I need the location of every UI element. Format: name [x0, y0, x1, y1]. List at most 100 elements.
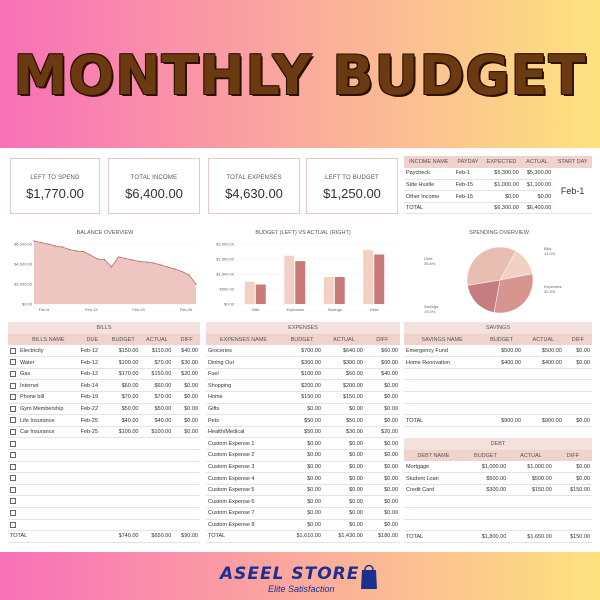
card-label: TOTAL INCOME	[130, 175, 178, 181]
checkbox[interactable]	[10, 486, 16, 493]
cell	[453, 201, 483, 215]
col-header: EXPECTED	[482, 156, 521, 168]
checkbox[interactable]	[10, 440, 16, 447]
cell: $100.00	[140, 426, 174, 439]
pie-slice-expenses	[493, 273, 534, 314]
checkbox-cell[interactable]	[8, 449, 18, 462]
checkbox[interactable]	[10, 394, 16, 401]
checkbox[interactable]	[10, 370, 16, 377]
cell	[18, 507, 79, 520]
table-row	[8, 449, 200, 462]
checkbox-cell[interactable]	[8, 356, 18, 369]
checkbox[interactable]	[10, 417, 16, 424]
checkbox[interactable]	[10, 463, 16, 470]
checkbox-cell[interactable]	[8, 379, 18, 393]
cell: $0.00	[173, 403, 200, 416]
table-row: Custom Expense 3 $0.00 $0.00 $0.00	[206, 461, 400, 474]
cell: $150.00	[553, 484, 592, 497]
checkbox[interactable]	[10, 359, 16, 366]
y-tick-label: $0.00	[224, 302, 235, 307]
table-row: Custom Expense 4 $0.00 $0.00 $0.00	[206, 472, 400, 485]
table-row	[404, 403, 592, 416]
cell	[563, 368, 592, 381]
cell: $0.00	[563, 414, 592, 427]
cell: $150.00	[508, 484, 554, 497]
cell: $0.00	[364, 449, 400, 462]
table-row: Health/Medical $50.00 $30.00 $20.00	[206, 426, 400, 439]
checkbox[interactable]	[10, 347, 16, 354]
checkbox-cell[interactable]	[8, 507, 18, 520]
cell	[563, 391, 592, 404]
checkbox-cell[interactable]	[8, 484, 18, 497]
total-row: TOTAL $1,800.00 $1,650.00 $150.00	[404, 530, 592, 543]
cell: Pets	[206, 414, 282, 427]
cell	[553, 519, 592, 532]
checkbox-cell[interactable]	[8, 391, 18, 404]
checkbox-cell[interactable]	[8, 414, 18, 427]
table-row: Groceries $700.00 $640.00 $60.00	[206, 345, 400, 358]
cell	[78, 507, 107, 520]
balance-point	[75, 250, 77, 252]
x-tick-label: Feb-20	[132, 307, 145, 312]
checkbox[interactable]	[10, 405, 16, 412]
table-row: Custom Expense 5 $0.00 $0.00 $0.00	[206, 484, 400, 497]
cell	[563, 403, 592, 416]
cell: $0.00	[281, 403, 323, 416]
checkbox-cell[interactable]	[8, 495, 18, 508]
card-value: $4,630.00	[225, 186, 283, 201]
cell: $0.00	[364, 507, 400, 520]
checkbox-cell[interactable]	[8, 368, 18, 381]
cell	[140, 472, 174, 485]
cell	[404, 368, 481, 381]
checkbox[interactable]	[10, 498, 16, 505]
table-row: Dining Out $360.00 $300.00 $60.00	[206, 356, 400, 369]
section-title: EXPENSES	[206, 322, 400, 335]
table-row: Emergency Fund $500.00 $500.00 $0.00	[404, 345, 592, 358]
cell: Credit Card	[404, 484, 463, 497]
checkbox-cell[interactable]	[8, 345, 18, 358]
checkbox[interactable]	[10, 382, 16, 389]
cell: Life Insurance	[18, 414, 79, 427]
cell	[508, 507, 554, 520]
checkbox-cell[interactable]	[8, 519, 18, 532]
table-row: Phone bill Feb-19 $70.00 $70.00 $0.00	[8, 391, 200, 404]
total-row: TOTAL $900.00 $900.00 $0.00	[404, 414, 592, 427]
cell	[140, 484, 174, 497]
table-row: Custom Expense 8 $0.00 $0.00 $0.00	[206, 519, 400, 532]
cell	[404, 519, 463, 532]
cell: $0.00	[281, 472, 323, 485]
cell: $20.00	[364, 426, 400, 439]
checkbox[interactable]	[10, 452, 16, 459]
table-row: Other Income Feb-15 $0.00 $0.00	[404, 190, 592, 203]
checkbox-cell[interactable]	[8, 472, 18, 485]
cell	[508, 519, 554, 532]
cell: $0.00	[173, 379, 200, 393]
balance-point	[68, 248, 70, 251]
cell	[78, 472, 107, 485]
checkbox[interactable]	[10, 428, 16, 435]
cell: Feb-12	[78, 356, 107, 369]
cell: Feb-14	[78, 379, 107, 393]
total-row: TOTAL $740.00 $650.00 $90.00	[8, 530, 200, 543]
checkbox[interactable]	[10, 510, 16, 517]
col-header: BUDGET	[480, 333, 523, 346]
table-row: Side Hustle Feb-15 $1,000.00 $1,100.00	[404, 179, 592, 192]
cell: Student Loan	[404, 472, 463, 485]
cell: $40.00	[140, 414, 174, 427]
table-row: Gas Feb-12 $170.00 $150.00 $20.00	[8, 368, 200, 381]
checkbox-cell[interactable]	[8, 403, 18, 416]
cell	[140, 495, 174, 508]
cell: Home Renovation	[404, 356, 481, 369]
col-header: DIFF	[553, 449, 592, 462]
bva-chart-title: BUDGET (LEFT) VS ACTUAL (RIGHT)	[255, 230, 351, 236]
checkbox-cell[interactable]	[8, 461, 18, 474]
brand-tagline: Elite Satisfaction	[268, 584, 335, 594]
checkbox-cell[interactable]	[8, 437, 18, 451]
col-header: ACTUAL	[508, 449, 554, 462]
checkbox[interactable]	[10, 521, 16, 528]
bar-budget	[323, 277, 334, 304]
cell	[140, 449, 174, 462]
checkbox[interactable]	[10, 475, 16, 482]
checkbox-cell[interactable]	[8, 426, 18, 439]
y-tick-label: $6,000.00	[14, 242, 33, 247]
